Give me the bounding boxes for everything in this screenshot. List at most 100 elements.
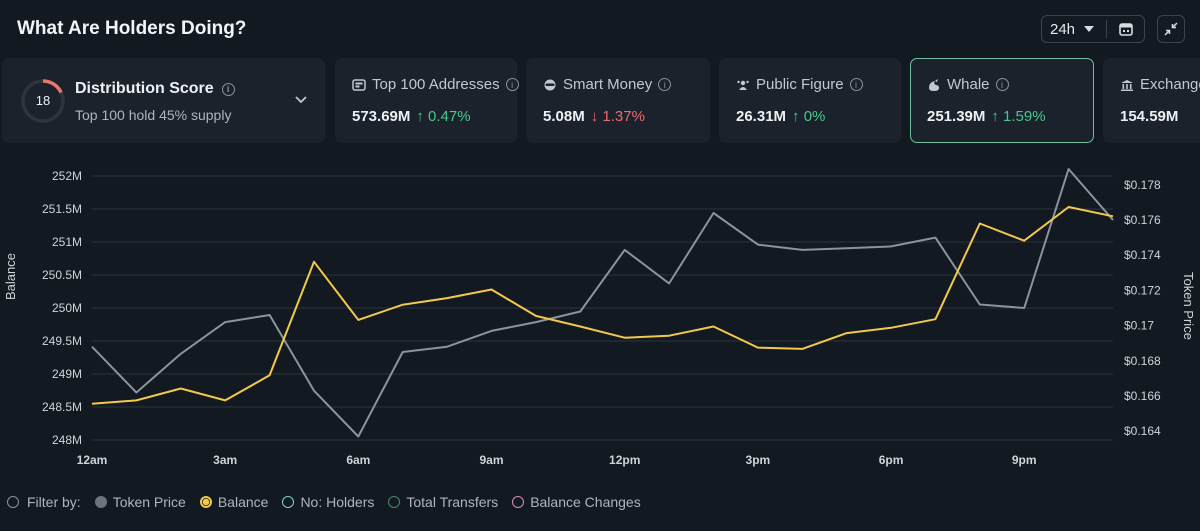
info-icon[interactable]: i: [995, 78, 1009, 91]
filter-label-text: Filter by:: [27, 494, 81, 510]
time-range-select[interactable]: 24h: [1041, 15, 1145, 43]
balance-line: [91, 206, 1114, 405]
card-value-text: 26.31M: [736, 108, 787, 125]
score-ring: [21, 79, 65, 123]
x-tick-label: 6am: [346, 453, 370, 467]
card-value-text: 5.08M: [543, 108, 585, 125]
y-tick-label-left: 249.5M: [42, 334, 82, 348]
filter-item-label: Token Price: [112, 494, 186, 510]
x-tick-label: 12pm: [609, 453, 640, 467]
caret-down-icon: [1084, 26, 1095, 32]
addresses-icon: [352, 78, 366, 91]
legend-dot-icon: [94, 496, 107, 508]
card-value-text: 154.59M: [1120, 108, 1179, 125]
y-tick-label-left: 250M: [52, 301, 82, 315]
info-icon[interactable]: i: [658, 78, 672, 91]
filter-balance-changes[interactable]: Balance Changes: [512, 494, 641, 510]
card-title-text: Whale: [947, 76, 990, 93]
x-tick-label: 3pm: [746, 453, 771, 467]
card-title: Smart Money i: [543, 76, 672, 93]
y-tick-label-right: $0.168: [1124, 354, 1161, 368]
whale-icon: [929, 78, 939, 91]
card-delta: ↑ 0.47%: [416, 108, 471, 125]
card-title: Top 100 Addresses i: [352, 76, 519, 93]
filter-holders[interactable]: No: Holders: [282, 494, 374, 510]
y-tick-label-right: $0.176: [1124, 213, 1161, 227]
info-icon[interactable]: i: [849, 78, 863, 91]
filter-info-icon: [7, 496, 19, 508]
y-tick-label-left: 250.5M: [42, 268, 82, 282]
y-axis-title-right: Token Price: [1181, 272, 1196, 340]
smart-money-icon: [544, 79, 556, 90]
distribution-score-card[interactable]: 18 Distribution Score i Top 100 hold 45%…: [2, 58, 325, 143]
card-title: Public Figure i: [736, 76, 863, 93]
chevron-down-icon[interactable]: [295, 96, 307, 104]
y-tick-label-left: 248.5M: [42, 400, 82, 414]
y-tick-label-right: $0.17: [1124, 319, 1154, 333]
legend-dot-icon: [388, 496, 401, 508]
y-tick-label-right: $0.172: [1124, 283, 1161, 297]
filter-item-label: Total Transfers: [406, 494, 499, 510]
card-top-100-addresses[interactable]: Top 100 Addresses i 573.69M ↑ 0.47%: [335, 58, 519, 143]
y-tick-label-left: 249M: [52, 367, 82, 381]
card-delta: ↑ 0%: [792, 108, 826, 125]
y-tick-label-right: $0.164: [1124, 424, 1161, 438]
x-tick-label: 9pm: [1012, 453, 1037, 467]
token-price-line: [91, 168, 1114, 438]
distribution-score-value: 18: [35, 93, 51, 108]
balance-price-chart: 252M 251.5M 251M 250.5M 250M 249.5M 249M 248.5M…: [0, 150, 1200, 480]
card-value: 26.31M ↑ 0%: [736, 108, 825, 125]
y-tick-label-right: $0.174: [1124, 248, 1161, 262]
card-public-figure[interactable]: Public Figure i 26.31M ↑ 0%: [719, 58, 901, 143]
card-value-text: 251.39M: [927, 108, 986, 125]
x-tick-label: 6pm: [879, 453, 904, 467]
y-axis-title-left: Balance: [3, 253, 18, 300]
card-value: 251.39M ↑ 1.59%: [927, 108, 1046, 125]
y-tick-label-left: 251M: [52, 235, 82, 249]
time-range-value: 24h: [1050, 20, 1076, 38]
filter-total-transfers[interactable]: Total Transfers: [388, 494, 498, 510]
x-tick-label: 12am: [77, 453, 108, 467]
card-value-text: 573.69M: [352, 108, 411, 125]
distribution-score-title: Distribution Score i: [75, 80, 235, 98]
card-title: Exchange: [1120, 76, 1200, 93]
calendar-icon[interactable]: [1119, 22, 1133, 36]
divider: [1106, 20, 1107, 38]
filter-item-label: Balance: [217, 494, 269, 510]
card-title-text: Top 100 Addresses: [372, 76, 500, 93]
card-value: 5.08M ↓ 1.37%: [543, 108, 645, 125]
x-tick-label: 3am: [213, 453, 237, 467]
filter-token-price[interactable]: Token Price: [94, 494, 186, 510]
y-tick-label-left: 251.5M: [42, 202, 82, 216]
card-title-text: Public Figure: [756, 76, 844, 93]
page-title: What Are Holders Doing?: [17, 18, 247, 39]
card-title-text: Exchange: [1140, 76, 1200, 93]
info-icon[interactable]: i: [221, 82, 235, 96]
card-delta: ↑ 1.59%: [991, 108, 1046, 125]
collapse-icon: [1164, 22, 1178, 36]
filter-balance[interactable]: Balance: [199, 494, 269, 510]
card-smart-money[interactable]: Smart Money i 5.08M ↓ 1.37%: [526, 58, 710, 143]
collapse-button[interactable]: [1157, 15, 1185, 43]
card-delta: ↓ 1.37%: [590, 108, 645, 125]
y-tick-label-right: $0.178: [1124, 178, 1161, 192]
y-tick-label-left: 248M: [52, 433, 82, 447]
card-whale[interactable]: Whale i 251.39M ↑ 1.59%: [910, 58, 1094, 143]
line-chart: 252M 251.5M 251M 250.5M 250M 249.5M 249M 248.5M…: [42, 168, 1161, 467]
filter-bar: Filter by: Token Price Balance No: Holde…: [0, 490, 1200, 514]
card-title-text: Smart Money: [563, 76, 653, 93]
x-tick-label: 9am: [480, 453, 504, 467]
filter-item-label: Balance Changes: [530, 494, 641, 510]
info-icon[interactable]: i: [505, 78, 519, 91]
legend-dot-icon: [199, 496, 212, 508]
header: What Are Holders Doing? 24h: [0, 0, 1200, 58]
distribution-score-label: Distribution Score: [75, 80, 214, 97]
y-tick-label-left: 252M: [52, 169, 82, 183]
public-figure-icon: [737, 80, 749, 90]
card-title: Whale i: [927, 76, 1009, 93]
exchange-icon: [1121, 79, 1133, 91]
filter-label: Filter by:: [7, 494, 81, 510]
distribution-subtitle: Top 100 hold 45% supply: [75, 107, 232, 123]
card-exchange[interactable]: Exchange 154.59M: [1103, 58, 1200, 143]
legend-dot-icon: [282, 496, 295, 508]
